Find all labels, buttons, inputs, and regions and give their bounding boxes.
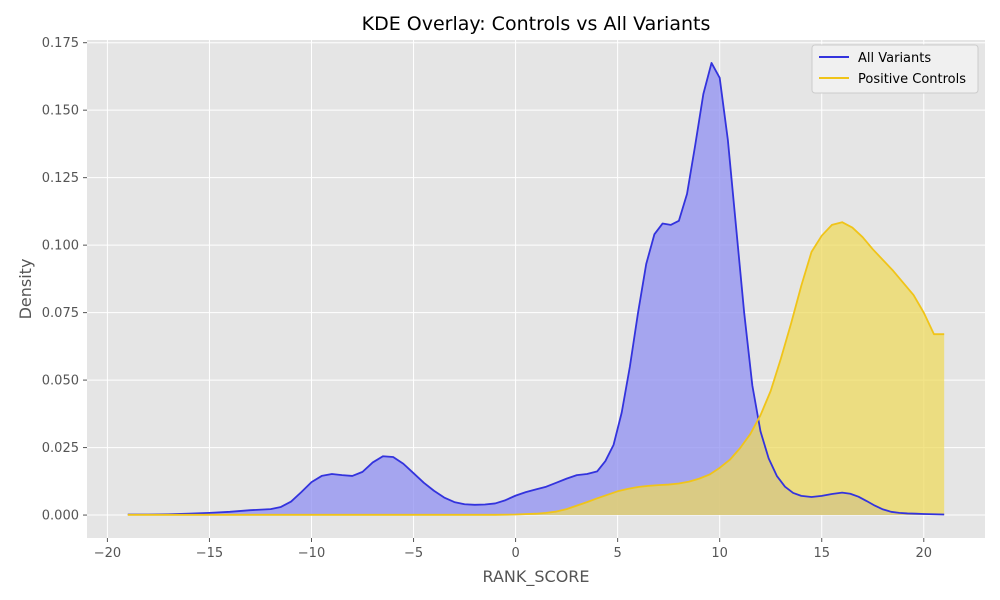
series-layer <box>127 62 945 516</box>
positive-controls-line <box>127 221 945 516</box>
y-tick-label: 0.100 <box>42 239 79 254</box>
chart-title: KDE Overlay: Controls vs All Variants <box>362 13 711 35</box>
y-tick-label: 0.025 <box>42 441 79 456</box>
y-tick-label: 0.050 <box>42 374 79 389</box>
x-axis-label: RANK_SCORE <box>482 567 589 587</box>
legend: All Variants Positive Controls <box>811 44 979 94</box>
y-tick-label: 0.175 <box>42 36 79 51</box>
y-tick-label: 0.000 <box>42 509 79 524</box>
x-tick-label: −10 <box>298 546 325 561</box>
y-tick-label: 0.150 <box>42 104 79 119</box>
positive-controls-area <box>127 222 945 516</box>
y-tick-label: 0.125 <box>42 171 79 186</box>
legend-label-all-variants: All Variants <box>858 51 931 66</box>
legend-label-positive-controls: Positive Controls <box>858 72 966 87</box>
x-tick-label: −20 <box>94 546 121 561</box>
legend-box <box>811 44 979 94</box>
x-tick-label: 15 <box>813 546 830 561</box>
all-variants-line <box>127 62 945 516</box>
x-tick-label: 5 <box>613 546 621 561</box>
x-tick-label: 20 <box>915 546 932 561</box>
x-axis-ticks: −20 −15 −10 −5 0 5 10 15 20 <box>94 538 932 561</box>
x-tick-label: −5 <box>404 546 423 561</box>
x-tick-label: −15 <box>196 546 223 561</box>
y-axis-label: Density <box>16 259 35 320</box>
y-axis-ticks: 0.000 0.025 0.050 0.075 0.100 0.125 0.150 0.175 <box>42 36 87 524</box>
x-tick-label: 10 <box>711 546 728 561</box>
y-tick-label: 0.075 <box>42 306 79 321</box>
x-tick-label: 0 <box>511 546 519 561</box>
all-variants-area <box>127 62 945 516</box>
